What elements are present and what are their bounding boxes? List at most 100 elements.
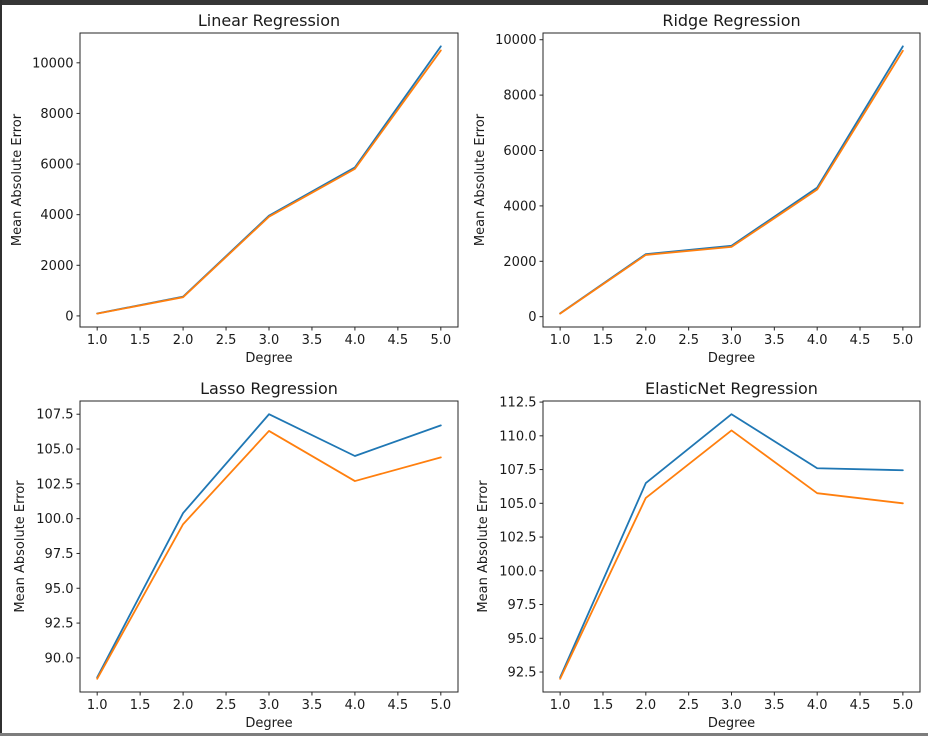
x-tick-label: 1.0 [550,698,571,713]
y-tick-label: 100.0 [36,512,73,527]
chart-title: ElasticNet Regression [645,379,818,398]
y-tick-label: 4000 [503,199,536,214]
ridge-regression-chart: 1.0 1.5 2.0 2.5 3.0 3.5 4.0 4.5 5.0 0 2000 4000 6000… [464,0,928,368]
chart-canvas: 1.0 1.5 2.0 2.5 3.0 3.5 4.0 4.5 5.0 90.0 92.5 95.0 9… [13,379,459,731]
x-tick-label: 5.0 [893,333,914,348]
y-axis-label: Mean Absolute Error [476,480,491,613]
x-tick-label: 3.5 [302,698,323,713]
x-tick-label: 3.5 [764,698,785,713]
y-axis-label: Mean Absolute Error [473,113,488,246]
y-tick-label: 8000 [40,107,73,122]
x-tick-label: 3.0 [259,333,280,348]
data-line-1 [559,413,904,679]
x-tick-label: 2.5 [678,333,699,348]
y-tick-label: 100.0 [499,564,536,579]
x-tick-label: 1.5 [593,698,614,713]
x-tick-label: 3.0 [721,333,742,348]
y-tick-label: 10000 [495,33,536,48]
x-tick-label: 1.5 [130,698,151,713]
y-tick-label: 2000 [503,255,536,270]
elasticnet-regression-chart: 1.0 1.5 2.0 2.5 3.0 3.5 4.0 4.5 5.0 92.5 95.0 97.5 1… [464,368,928,736]
x-axis-label: Degree [245,351,292,366]
chart-canvas: 1.0 1.5 2.0 2.5 3.0 3.5 4.0 4.5 5.0 0 2000 4000 6000… [473,11,921,366]
x-tick-label: 2.5 [216,698,237,713]
x-tick-label: 4.0 [807,698,828,713]
y-tick-label: 95.0 [508,632,537,647]
x-tick-label: 2.0 [173,333,194,348]
data-line-2 [559,49,904,315]
axes-spines [79,400,459,693]
x-tick-label: 4.5 [388,698,409,713]
axes-spines [542,400,921,693]
x-tick-label: 4.5 [850,698,871,713]
y-axis-label: Mean Absolute Error [10,113,25,246]
x-tick-label: 2.0 [173,698,194,713]
y-tick-label: 107.5 [499,463,536,478]
window-top-border [0,0,928,5]
y-axis-label: Mean Absolute Error [13,480,28,613]
x-tick-label: 1.5 [130,333,151,348]
y-tick-label: 8000 [503,89,536,104]
x-tick-label: 5.0 [430,698,451,713]
chart-title: Linear Regression [198,11,340,30]
y-tick-label: 95.0 [45,582,74,597]
y-tick-label: 92.5 [508,666,537,681]
y-tick-label: 6000 [503,144,536,159]
data-line-1 [559,45,904,315]
y-tick-label: 97.5 [508,598,537,613]
y-tick-label: 2000 [40,259,73,274]
y-tick-label: 102.5 [499,531,536,546]
x-tick-label: 3.5 [764,333,785,348]
window-left-border [0,0,2,736]
y-tick-label: 6000 [40,158,73,173]
x-axis-label: Degree [708,716,755,731]
y-tick-label: 102.5 [36,477,73,492]
y-tick-label: 110.0 [499,429,536,444]
x-tick-label: 1.0 [87,698,108,713]
x-axis-label: Degree [245,716,292,731]
x-tick-label: 4.0 [807,333,828,348]
y-tick-label: 92.5 [45,617,74,632]
y-tick-label: 112.5 [499,396,536,411]
data-line-1 [96,413,442,679]
x-tick-label: 3.5 [302,333,323,348]
axes-spines [79,32,459,328]
x-tick-label: 2.0 [635,333,656,348]
y-tick-label: 10000 [32,56,73,71]
chart-title: Lasso Regression [200,379,338,398]
x-tick-label: 2.0 [635,698,656,713]
chart-canvas: 1.0 1.5 2.0 2.5 3.0 3.5 4.0 4.5 5.0 92.5 95.0 97.5 1… [476,379,921,731]
lasso-regression-chart: 1.0 1.5 2.0 2.5 3.0 3.5 4.0 4.5 5.0 90.0 92.5 95.0 9… [0,368,464,736]
x-tick-label: 4.5 [850,333,871,348]
y-tick-label: 4000 [40,208,73,223]
y-tick-label: 105.0 [499,497,536,512]
x-axis-label: Degree [708,351,755,366]
data-line-2 [559,429,904,680]
x-tick-label: 5.0 [430,333,451,348]
y-tick-label: 0 [528,310,536,325]
x-tick-label: 4.5 [388,333,409,348]
y-tick-label: 90.0 [45,651,74,666]
x-tick-label: 3.0 [721,698,742,713]
chart-canvas: 1.0 1.5 2.0 2.5 3.0 3.5 4.0 4.5 5.0 0 2000 4000 6000… [10,11,459,366]
x-tick-label: 3.0 [259,698,280,713]
data-line-2 [96,430,442,680]
y-tick-label: 107.5 [36,408,73,423]
data-line-1 [96,45,442,315]
x-tick-label: 1.5 [593,333,614,348]
x-tick-label: 4.0 [345,333,366,348]
linear-regression-chart: 1.0 1.5 2.0 2.5 3.0 3.5 4.0 4.5 5.0 0 2000 4000 6000… [0,0,464,368]
y-tick-label: 105.0 [36,443,73,458]
y-tick-label: 0 [65,309,73,324]
x-tick-label: 1.0 [550,333,571,348]
window-bottom-border [0,733,928,736]
x-tick-label: 5.0 [893,698,914,713]
x-tick-label: 1.0 [87,333,108,348]
y-tick-label: 97.5 [45,547,74,562]
x-tick-label: 2.5 [678,698,699,713]
chart-title: Ridge Regression [662,11,800,30]
x-tick-label: 2.5 [216,333,237,348]
data-line-2 [96,49,442,315]
axes-spines [542,32,921,328]
